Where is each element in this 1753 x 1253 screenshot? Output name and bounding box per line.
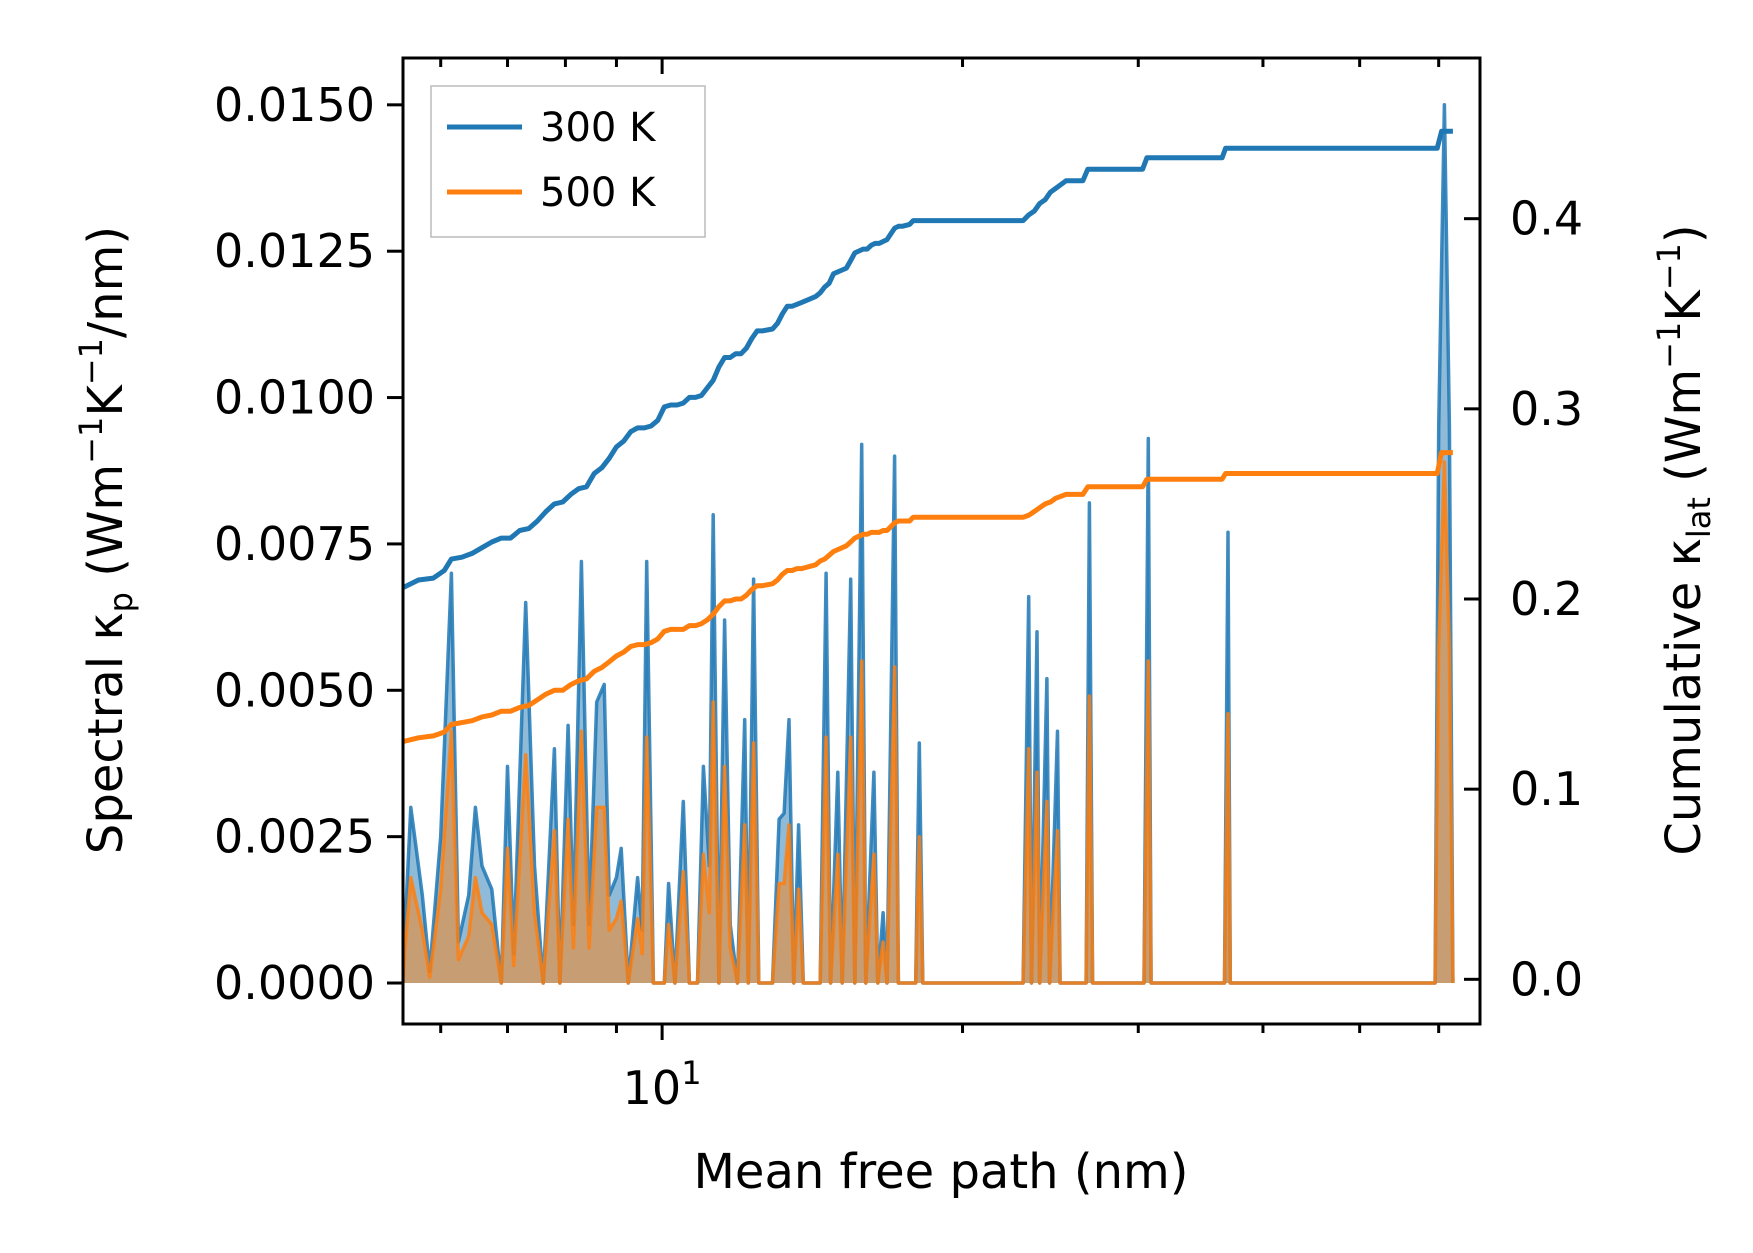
y-left-tick-label: 0.0125 xyxy=(214,224,375,278)
ticks-layer: 0.0000 0.0025 0.0050 0.0075 0.0100 0.0125 0.01… xyxy=(214,58,1583,1040)
legend-label-500k: 500 K xyxy=(540,170,657,216)
cumulative-line-300k xyxy=(403,128,1453,590)
y-right-tick-label: 0.1 xyxy=(1510,762,1583,816)
y-left-axis-title: Spectral κp (Wm−1K−1/nm) xyxy=(72,226,140,854)
legend-label-300k: 300 K xyxy=(540,105,657,151)
legend-box xyxy=(430,85,706,238)
y-right-tick-label: 0.2 xyxy=(1510,572,1583,626)
y-left-tick-label: 0.0050 xyxy=(214,663,375,717)
legend: 300 K 500 K xyxy=(430,85,706,238)
y-right-tick-label: 0.0 xyxy=(1510,952,1583,1006)
series-layer xyxy=(403,103,1455,985)
y-left-tick-label: 0.0025 xyxy=(214,810,375,864)
spectral-area-500k xyxy=(403,462,1453,983)
x-tick-label-10: 101 xyxy=(623,1054,702,1115)
y-right-tick-label: 0.3 xyxy=(1510,382,1583,436)
plot-area-frame xyxy=(401,56,1482,1026)
y-left-tick-label: 0.0150 xyxy=(214,78,375,132)
x-axis-title: Mean free path (nm) xyxy=(694,1144,1189,1200)
y-left-tick-label: 0.0075 xyxy=(214,517,375,571)
spectral-line-500k xyxy=(403,460,1455,985)
cumulative-line-500k xyxy=(403,450,1453,745)
y-right-axis-title: Cumulative κlat (Wm−1K−1) xyxy=(1650,224,1718,855)
y-left-tick-label: 0.0100 xyxy=(214,371,375,425)
y-left-tick-label: 0.0000 xyxy=(214,956,375,1010)
y-right-tick-label: 0.4 xyxy=(1510,192,1583,246)
x-tick-exponent: 1 xyxy=(681,1054,701,1092)
